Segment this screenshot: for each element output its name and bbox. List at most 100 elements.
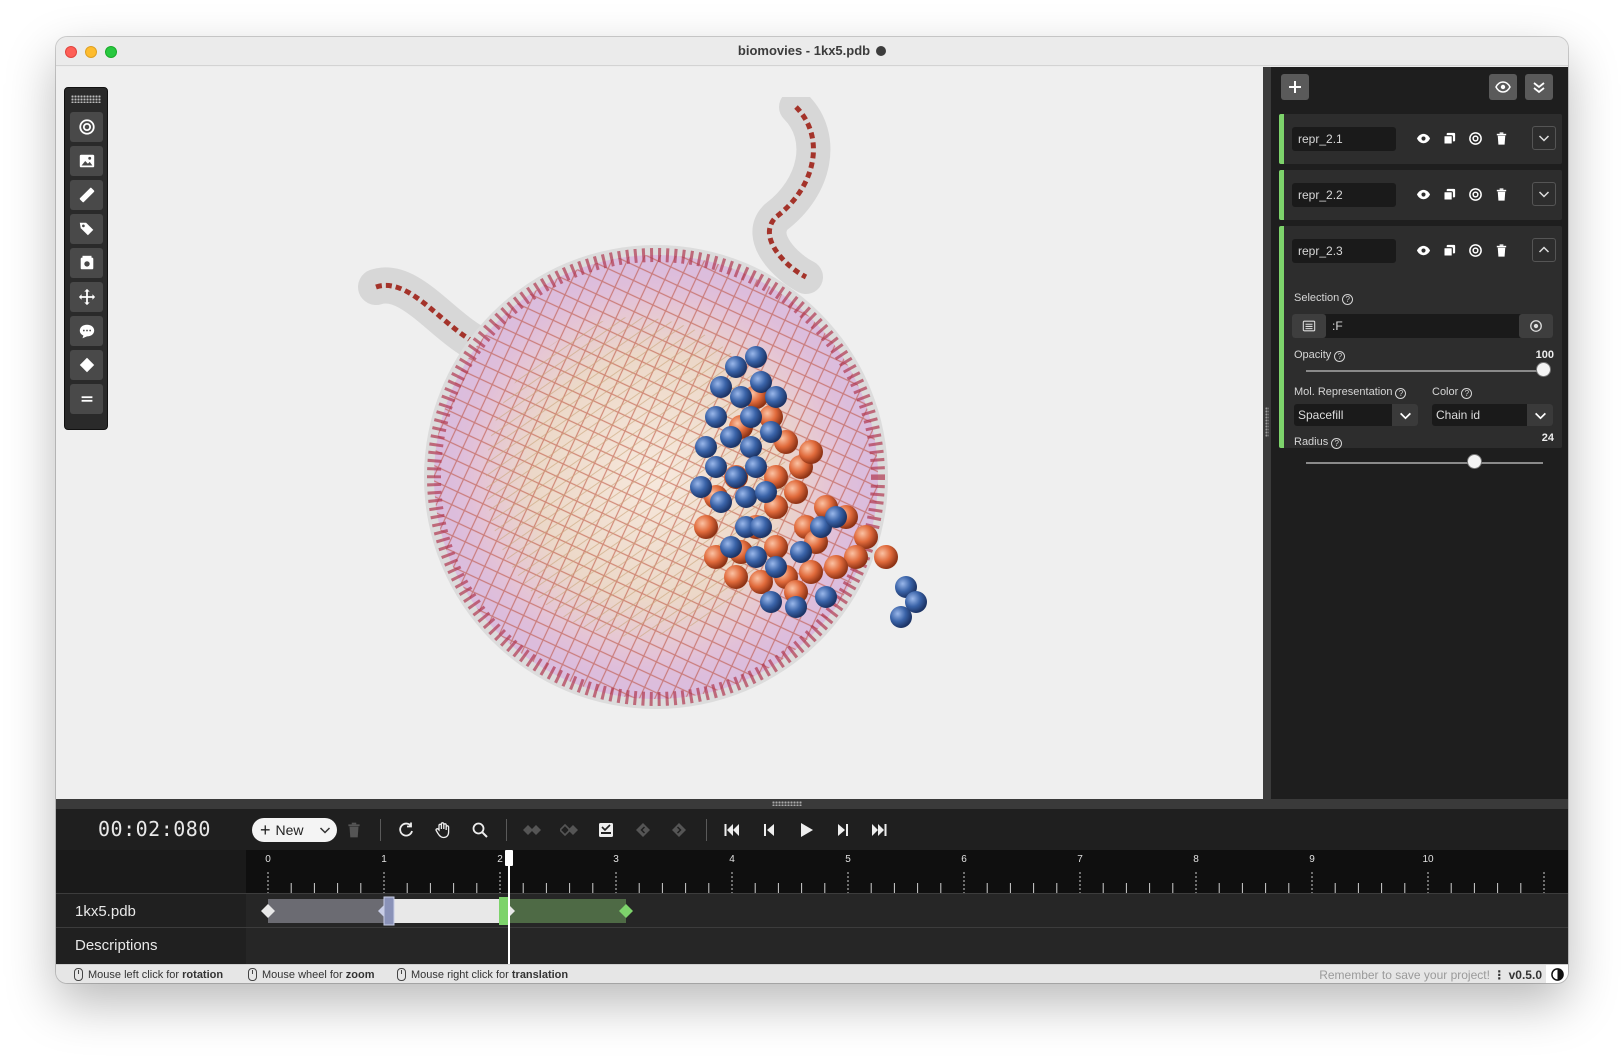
zoom-window-button[interactable]: [105, 46, 117, 58]
keyframe-diamond[interactable]: [509, 905, 515, 917]
help-icon[interactable]: ?: [1395, 388, 1407, 399]
trash-icon: [348, 822, 360, 838]
focus-button[interactable]: [1468, 187, 1483, 202]
focus-button[interactable]: [1468, 131, 1483, 146]
keyframe-diamond[interactable]: [378, 905, 384, 917]
capture-keyframe-button[interactable]: [596, 820, 616, 840]
tool-palette: [64, 87, 108, 430]
timeline-ruler[interactable]: 0 1 2 3 4 5 6 7 8 9 10: [246, 850, 1568, 893]
delete-keyframe-button[interactable]: [344, 820, 364, 840]
keyframe-segment-selected[interactable]: [390, 899, 502, 923]
ruler-label: 9: [1309, 854, 1315, 865]
mol-representation-select[interactable]: Spacefill: [1294, 404, 1418, 426]
go-to-start-button[interactable]: [722, 820, 742, 840]
focus-tool-button[interactable]: [70, 112, 103, 142]
track-row-molecule[interactable]: [246, 893, 1568, 927]
timecode-display: 00:02:080: [98, 817, 211, 841]
go-to-end-button[interactable]: [869, 820, 889, 840]
molecule-viewport[interactable]: [56, 67, 1263, 799]
ruler-label: 10: [1422, 854, 1434, 865]
comment-icon: [79, 324, 94, 339]
playhead[interactable]: [505, 850, 514, 964]
reset-view-button[interactable]: [396, 820, 416, 840]
tool-palette-drag-handle[interactable]: [71, 95, 101, 103]
measure-tool-button[interactable]: [70, 180, 103, 210]
link-keyframes-button[interactable]: [522, 820, 542, 840]
label-tool-button[interactable]: [70, 214, 103, 244]
more-icon[interactable]: ⋮: [1493, 968, 1506, 982]
focus-button[interactable]: [1468, 243, 1483, 258]
close-window-button[interactable]: [65, 46, 77, 58]
timeline-resize-handle[interactable]: [56, 799, 1568, 809]
step-forward-icon: [838, 824, 848, 836]
visibility-button[interactable]: [1416, 187, 1431, 202]
expand-button[interactable]: [1532, 182, 1556, 206]
snapshot-tool-button[interactable]: [70, 248, 103, 278]
segment-handle[interactable]: [383, 896, 395, 926]
playhead-handle[interactable]: [505, 850, 514, 866]
zoom-button[interactable]: [470, 820, 490, 840]
step-forward-button[interactable]: [833, 820, 853, 840]
collapse-all-button[interactable]: [1525, 74, 1553, 100]
unlink-keyframes-button[interactable]: [559, 820, 579, 840]
duplicate-button[interactable]: [1442, 187, 1457, 202]
add-representation-button[interactable]: [1281, 74, 1309, 100]
toggle-all-visibility-button[interactable]: [1489, 74, 1517, 100]
chevron-up-icon: [1538, 246, 1550, 253]
visibility-button[interactable]: [1416, 131, 1431, 146]
play-button[interactable]: [796, 820, 816, 840]
minimize-window-button[interactable]: [85, 46, 97, 58]
help-icon[interactable]: ?: [1334, 351, 1346, 362]
step-back-button[interactable]: [759, 820, 779, 840]
segment-handle[interactable]: [499, 897, 509, 925]
visibility-button[interactable]: [1416, 243, 1431, 258]
representation-name-field[interactable]: repr_2.3: [1292, 239, 1396, 263]
keyframe-segments: [261, 896, 633, 926]
track-label-descriptions[interactable]: Descriptions: [56, 927, 246, 961]
duplicate-button[interactable]: [1442, 131, 1457, 146]
selection-input[interactable]: :F: [1332, 319, 1343, 333]
expand-button[interactable]: [1532, 126, 1556, 150]
selection-list-button[interactable]: [1292, 314, 1326, 338]
track-row-descriptions[interactable]: [246, 927, 1568, 961]
selection-pick-button[interactable]: [1519, 314, 1553, 338]
step-back-icon: [764, 824, 774, 836]
mouse-icon: [74, 968, 83, 981]
radius-slider-track[interactable]: [1306, 462, 1543, 464]
collapse-button[interactable]: [1532, 238, 1556, 262]
eye-icon: [1416, 245, 1431, 256]
keyframe-diamond[interactable]: [619, 904, 633, 918]
image-tool-button[interactable]: [70, 146, 103, 176]
keyframe-diamond[interactable]: [261, 904, 275, 918]
eye-icon: [1416, 189, 1431, 200]
new-keyframe-button[interactable]: + New: [252, 818, 337, 842]
window-title: biomovies - 1kx5.pdb: [56, 43, 1568, 58]
help-icon[interactable]: ?: [1331, 438, 1343, 449]
comment-tool-button[interactable]: [70, 316, 103, 346]
opacity-slider-track[interactable]: [1306, 370, 1543, 372]
duplicate-button[interactable]: [1442, 243, 1457, 258]
delete-button[interactable]: [1494, 187, 1509, 202]
move-tool-button[interactable]: [70, 282, 103, 312]
hint-rotation: Mouse left click for rotation: [74, 968, 223, 981]
keyframe-segment[interactable]: [268, 899, 390, 923]
pan-button[interactable]: [433, 820, 453, 840]
delete-button[interactable]: [1494, 131, 1509, 146]
next-keyframe-button[interactable]: [669, 820, 689, 840]
help-icon[interactable]: ?: [1342, 294, 1354, 305]
theme-toggle-button[interactable]: [1546, 965, 1568, 983]
representation-name-field[interactable]: repr_2.1: [1292, 127, 1396, 151]
radius-slider-knob[interactable]: [1466, 454, 1482, 469]
delete-button[interactable]: [1494, 243, 1509, 258]
representation-name-field[interactable]: repr_2.2: [1292, 183, 1396, 207]
opacity-slider-knob[interactable]: [1535, 362, 1551, 377]
help-icon[interactable]: ?: [1461, 388, 1473, 399]
panel-resize-handle[interactable]: [1263, 67, 1271, 799]
keyframe-segment[interactable]: [502, 899, 626, 923]
more-tools-button[interactable]: [70, 384, 103, 414]
keyframe-tool-button[interactable]: [70, 350, 103, 380]
color-select[interactable]: Chain id: [1432, 404, 1553, 426]
track-label-molecule[interactable]: 1kx5.pdb: [56, 893, 246, 927]
previous-keyframe-button[interactable]: [633, 820, 653, 840]
timeline-toolbar: 00:02:080 + New: [56, 809, 1568, 850]
